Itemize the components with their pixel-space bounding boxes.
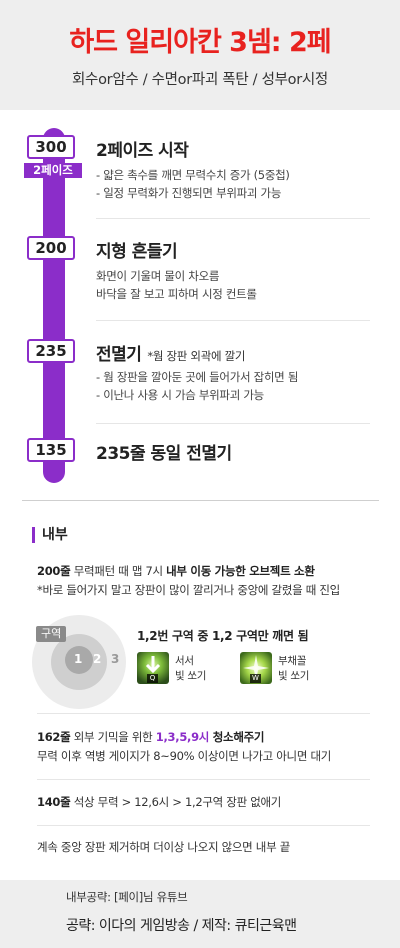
text: 무력패턴 때 맵 7시 bbox=[70, 564, 167, 578]
inner-paragraph-200: 200줄 무력패턴 때 맵 7시 내부 이동 가능한 오브젝트 소환 *바로 들… bbox=[37, 562, 340, 600]
stage-title-text: 전멸기 bbox=[96, 345, 142, 365]
timeline-bar bbox=[43, 128, 65, 483]
stage-number: 200 bbox=[27, 236, 75, 260]
stage-line: - 얇은 촉수를 깨면 무력수치 증가 (5중첩) bbox=[96, 168, 290, 182]
stage-line: 바닥을 잘 보고 피하며 시정 컨트롤 bbox=[96, 287, 257, 301]
stage-title: 2페이즈 시작 bbox=[96, 141, 189, 161]
footer-credit-inner: 내부공략: [페이]님 유튜브 bbox=[66, 890, 188, 904]
divider bbox=[96, 423, 370, 424]
arrow-down-glyph bbox=[145, 656, 161, 674]
skill-name: 부채꼴 빛 쏘기 bbox=[278, 655, 310, 682]
stage-tag: 2페이즈 bbox=[24, 163, 82, 178]
divider bbox=[37, 713, 370, 714]
highlight-text: 1,3,5,9시 bbox=[155, 730, 210, 744]
inner-paragraph-end: 계속 중앙 장판 제거하며 더이상 나오지 않으면 내부 끝 bbox=[37, 838, 290, 857]
skill-name: 서서 빛 쏘기 bbox=[175, 655, 207, 682]
page-title: 하드 일리아칸 3넴: 2페 bbox=[69, 27, 331, 58]
divider bbox=[37, 825, 370, 826]
inner-paragraph-140: 140줄 석상 무력 > 12,6시 > 1,2구역 장판 없애기 bbox=[37, 793, 281, 812]
page-subtitle: 회수or암수 / 수면or파괴 폭탄 / 성부or시정 bbox=[72, 72, 328, 88]
footer: 내부공략: [페이]님 유튜브 공략: 이다의 게임방송 / 제작: 큐티근육맨 bbox=[0, 880, 400, 948]
stage-number: 235 bbox=[27, 339, 75, 363]
zone-number-1: 1 bbox=[74, 652, 83, 666]
zone-number-3: 3 bbox=[111, 652, 120, 666]
highlight-text: 내부 이동 가능한 오브젝트 소환 bbox=[166, 564, 315, 578]
text: 외부 기믹을 위한 bbox=[70, 730, 156, 744]
divider bbox=[96, 218, 370, 219]
inner-line: 162줄 외부 기믹을 위한 1,3,5,9시 청소해주기 bbox=[37, 728, 331, 747]
inner-line: 계속 중앙 장판 제거하며 더이상 나오지 않으면 내부 끝 bbox=[37, 840, 291, 854]
highlight-text: 청소해주기 bbox=[209, 730, 265, 744]
text: 석상 무력 > 12,6시 > 1,2구역 장판 없애기 bbox=[70, 795, 282, 809]
stage-number: 135 bbox=[27, 438, 75, 462]
stage-description: - 얇은 촉수를 깨면 무력수치 증가 (5중첩) - 일정 무력화가 진행되면… bbox=[96, 166, 290, 202]
line-count: 200줄 bbox=[37, 564, 71, 578]
section-divider bbox=[22, 500, 379, 501]
inner-line: 200줄 무력패턴 때 맵 7시 내부 이동 가능한 오브젝트 소환 bbox=[37, 562, 340, 581]
stage-line: - 이난나 사용 시 가슴 부위파괴 가능 bbox=[96, 388, 264, 402]
zone-diagram: 1 2 3 구역 bbox=[32, 615, 126, 709]
inner-note: 무력 이후 역병 게이지가 8~90% 이상이면 나가고 아니면 대기 bbox=[37, 749, 332, 763]
zone-instruction: 1,2번 구역 중 1,2 구역만 깨면 됨 bbox=[137, 629, 309, 643]
burst-glyph bbox=[243, 655, 269, 681]
header: 하드 일리아칸 3넴: 2페 회수or암수 / 수면or파괴 폭탄 / 성부or… bbox=[0, 0, 400, 110]
stage-description: - 웜 장판을 깔아둔 곳에 들어가서 잡히면 됨 - 이난나 사용 시 가슴 … bbox=[96, 368, 298, 404]
zone-label: 구역 bbox=[36, 626, 67, 642]
section-title-inner: 내부 bbox=[32, 527, 68, 543]
inner-paragraph-162: 162줄 외부 기믹을 위한 1,3,5,9시 청소해주기 무력 이후 역병 게… bbox=[37, 728, 331, 766]
inner-note: *바로 들어가지 말고 장판이 많이 깔리거나 중앙에 갈렸을 때 진입 bbox=[37, 583, 340, 597]
stage-number: 300 bbox=[27, 135, 75, 159]
skill-key: W bbox=[250, 674, 261, 683]
zone-ring-1 bbox=[65, 646, 93, 674]
line-count: 162줄 bbox=[37, 730, 71, 744]
stage-note: *웜 장판 외곽에 깔기 bbox=[147, 349, 246, 363]
footer-credit-main: 공략: 이다의 게임방송 / 제작: 큐티근육맨 bbox=[66, 918, 297, 934]
stage-title: 지형 흔들기 bbox=[96, 242, 178, 262]
stage-line: 화면이 기울며 물이 차오름 bbox=[96, 269, 220, 283]
inner-line: 140줄 석상 무력 > 12,6시 > 1,2구역 장판 없애기 bbox=[37, 793, 281, 812]
zone-number-2: 2 bbox=[93, 652, 102, 666]
stage-description: 화면이 기울며 물이 차오름 바닥을 잘 보고 피하며 시정 컨트롤 bbox=[96, 267, 257, 303]
stage-title: 전멸기 *웜 장판 외곽에 깔기 bbox=[96, 340, 245, 365]
divider bbox=[96, 320, 370, 321]
divider bbox=[37, 779, 370, 780]
stage-title: 235줄 동일 전멸기 bbox=[96, 444, 232, 464]
stage-line: - 웜 장판을 깔아둔 곳에 들어가서 잡히면 됨 bbox=[96, 370, 299, 384]
line-count: 140줄 bbox=[37, 795, 71, 809]
stage-line: - 일정 무력화가 진행되면 부위파괴 가능 bbox=[96, 186, 282, 200]
skill-key: Q bbox=[147, 674, 158, 683]
